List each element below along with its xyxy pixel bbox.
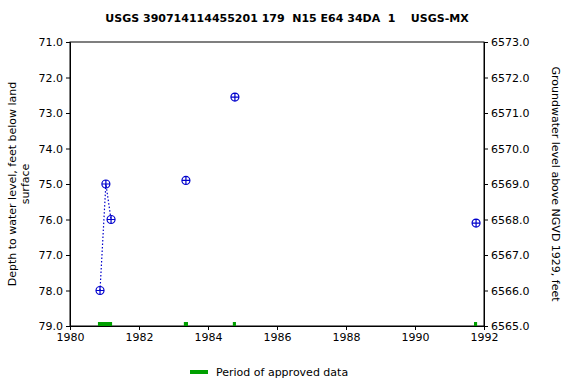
y2-tick-label: 6565.0 xyxy=(491,320,530,333)
y2-tick-label: 6566.0 xyxy=(491,285,530,298)
y-tick-mark xyxy=(66,326,70,327)
y-tick-label: 79.0 xyxy=(39,320,64,333)
y2-tick: 6566.0 xyxy=(484,285,530,298)
title: USGS 390714114455201 179 N15 E64 34DA 1 … xyxy=(105,12,469,25)
y2-tick-mark xyxy=(484,255,488,256)
x-tick-mark xyxy=(346,326,347,330)
y-tick-mark xyxy=(66,220,70,221)
x-axis-line xyxy=(71,327,485,331)
y2-tick: 6568.0 xyxy=(484,214,530,227)
y-tick-label: 78.0 xyxy=(39,285,64,298)
x-tick-label: 1982 xyxy=(126,331,154,344)
chart: USGS 390714114455201 179 N15 E64 34DA 1 … xyxy=(0,0,576,384)
y2-tick-mark xyxy=(484,149,488,150)
x-tick-label: 1988 xyxy=(333,331,361,344)
y2-tick: 6573.0 xyxy=(484,36,530,49)
y2-tick: 6569.0 xyxy=(484,178,530,191)
x-tick-mark xyxy=(277,326,278,330)
data-point xyxy=(182,176,190,184)
y-tick-label: 76.0 xyxy=(39,214,64,227)
y-axis: 71.0 72.0 73.0 74.0 75.0 76.0 77.0 78.0 79.0 xyxy=(39,36,71,333)
y2-tick: 6565.0 xyxy=(484,320,530,333)
y-tick: 77.0 xyxy=(39,249,71,262)
data-point xyxy=(231,93,239,101)
y-tick: 73.0 xyxy=(39,107,71,120)
x-tick-label: 1990 xyxy=(402,331,430,344)
approved-period xyxy=(184,322,188,326)
y2-tick-mark xyxy=(484,326,488,327)
y2-tick-label: 6571.0 xyxy=(491,107,530,120)
x-tick: 1988 xyxy=(333,326,361,344)
y2-axis-line xyxy=(485,43,489,327)
y2-axis-title: Groundwater level above NGVD 1929, feet xyxy=(549,66,562,302)
y-tick-label: 74.0 xyxy=(39,143,64,156)
x-tick-mark xyxy=(415,326,416,330)
y-tick-mark xyxy=(66,42,70,43)
y2-tick: 6570.0 xyxy=(484,143,530,156)
data-point xyxy=(107,216,115,224)
y2-tick-mark xyxy=(484,184,488,185)
x-tick-mark xyxy=(139,326,140,330)
y-tick-mark xyxy=(66,255,70,256)
y-tick: 74.0 xyxy=(39,143,71,156)
data-point xyxy=(102,180,110,188)
approved-period xyxy=(233,322,236,326)
x-tick: 1984 xyxy=(195,326,223,344)
y-tick-label: 73.0 xyxy=(39,107,64,120)
y2-tick: 6567.0 xyxy=(484,249,530,262)
y-axis-title-line: Depth to water level, feet below land xyxy=(6,82,19,287)
y-tick-mark xyxy=(66,184,70,185)
y-tick-label: 77.0 xyxy=(39,249,64,262)
y-tick: 75.0 xyxy=(39,178,71,191)
y2-tick-label: 6569.0 xyxy=(491,178,530,191)
x-tick: 1982 xyxy=(126,326,154,344)
y-tick: 79.0 xyxy=(39,320,71,333)
y-tick: 72.0 xyxy=(39,72,71,85)
y2-tick-label: 6567.0 xyxy=(491,249,530,262)
y-tick: 71.0 xyxy=(39,36,71,49)
x-tick: 1990 xyxy=(402,326,430,344)
y-tick-mark xyxy=(66,291,70,292)
y-tick-mark xyxy=(66,149,70,150)
legend-swatch xyxy=(190,370,208,374)
y2-tick-mark xyxy=(484,291,488,292)
y2-tick-label: 6572.0 xyxy=(491,72,530,85)
y2-tick: 6571.0 xyxy=(484,107,530,120)
y-axis-title: Depth to water level, feet below landsur… xyxy=(6,82,32,287)
y-tick-label: 75.0 xyxy=(39,178,64,191)
data-point xyxy=(472,219,480,227)
x-tick-label: 1986 xyxy=(264,331,292,344)
approved-period xyxy=(474,322,477,326)
x-axis: 1980198219841986198819901992 xyxy=(57,326,499,344)
y2-tick-mark xyxy=(484,78,488,79)
y2-tick: 6572.0 xyxy=(484,72,530,85)
y-axis-title-line: surface xyxy=(19,163,32,204)
y-tick-mark xyxy=(66,113,70,114)
y2-tick-mark xyxy=(484,113,488,114)
y-tick: 78.0 xyxy=(39,285,71,298)
x-tick-label: 1984 xyxy=(195,331,223,344)
y2-axis: 6573.0 6572.0 6571.0 6570.0 6569.0 6568.0 6567… xyxy=(484,36,530,333)
x-tick: 1986 xyxy=(264,326,292,344)
y2-tick-label: 6570.0 xyxy=(491,143,530,156)
y-tick-label: 72.0 xyxy=(39,72,64,85)
plot-area xyxy=(96,93,480,326)
approved-period xyxy=(98,322,112,326)
y-tick-mark xyxy=(66,78,70,79)
y-tick-label: 71.0 xyxy=(39,36,64,49)
legend: Period of approved data xyxy=(190,366,348,379)
x-tick-mark xyxy=(208,326,209,330)
data-point xyxy=(96,287,104,295)
series-line xyxy=(100,184,111,291)
y2-tick-mark xyxy=(484,42,488,43)
y2-tick-label: 6568.0 xyxy=(491,214,530,227)
legend-label: Period of approved data xyxy=(216,366,348,379)
y-tick: 76.0 xyxy=(39,214,71,227)
plot-frame xyxy=(70,42,484,326)
y2-tick-label: 6573.0 xyxy=(491,36,530,49)
y2-tick-mark xyxy=(484,220,488,221)
